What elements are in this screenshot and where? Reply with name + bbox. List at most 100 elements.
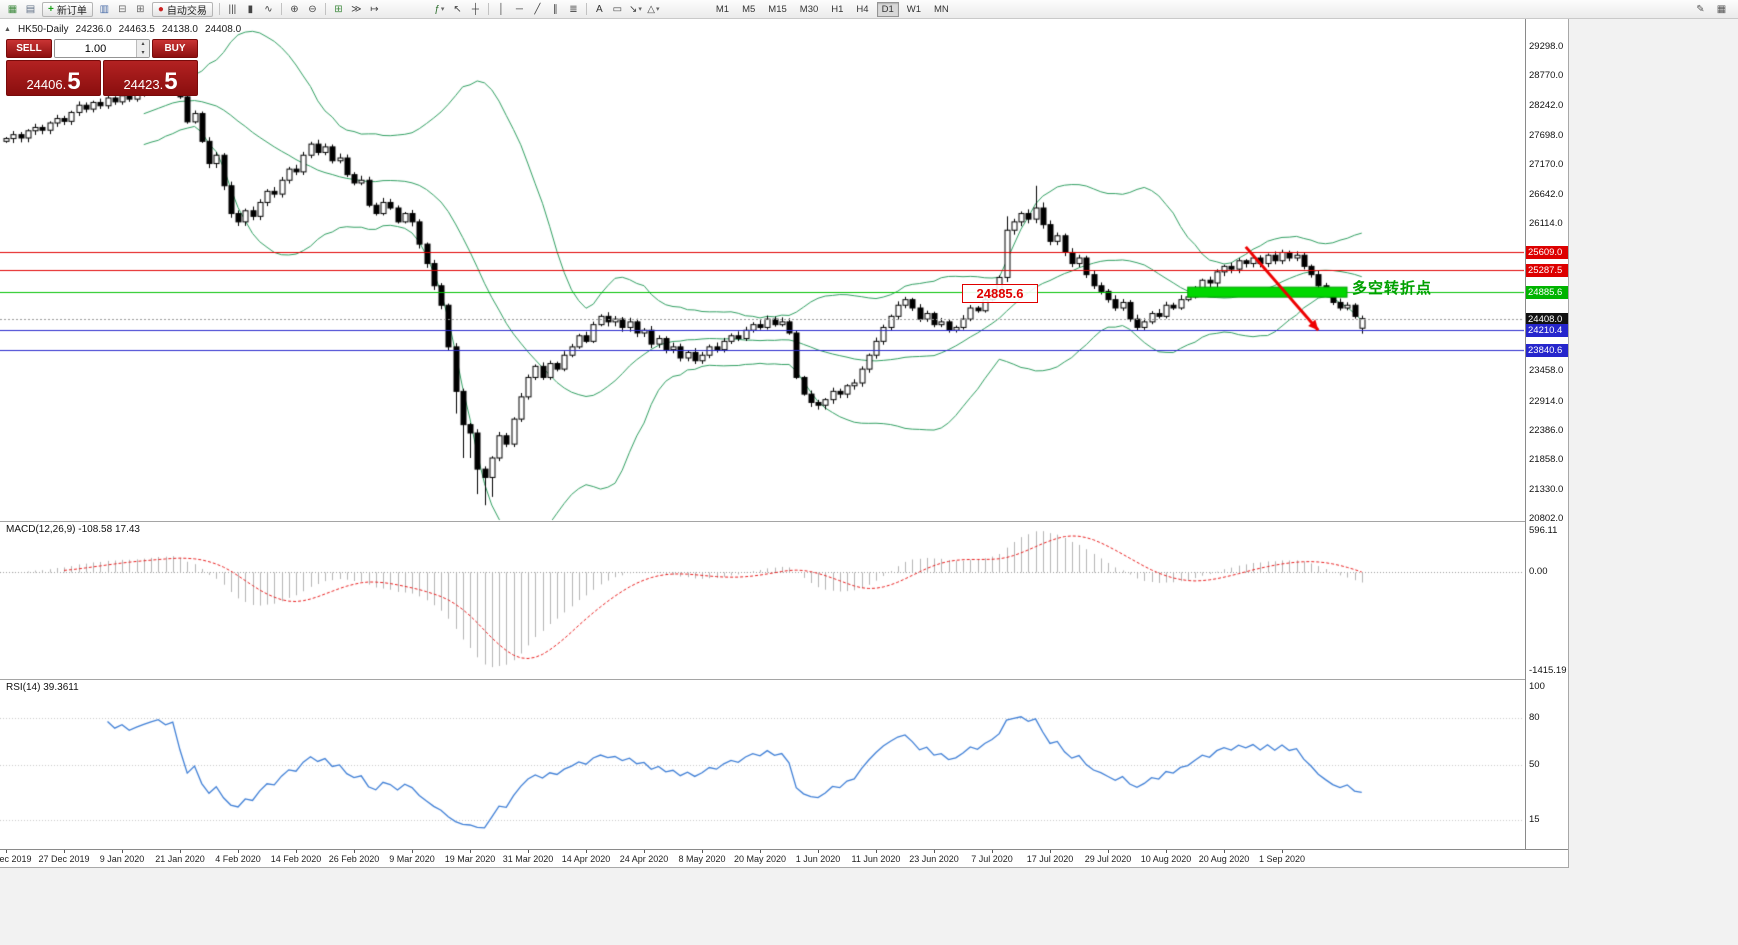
timeframe-m5[interactable]: M5: [742, 3, 756, 15]
date-label: 20 Aug 2020: [1198, 854, 1250, 864]
date-label: 1 Sep 2020: [1258, 854, 1306, 864]
toolbar-separator: [218, 3, 220, 15]
volume-increase-button[interactable]: ▴: [137, 40, 149, 49]
draw-icon[interactable]: ✎: [1696, 3, 1705, 15]
cursor-icon[interactable]: ↖: [453, 3, 462, 15]
volume-decrease-button[interactable]: ▾: [137, 48, 149, 57]
rsi-scale-label: 50: [1529, 759, 1540, 770]
time-axis-tick: [818, 850, 819, 853]
buy-price-panel[interactable]: 24423. 5: [103, 60, 198, 96]
timeframe-d1[interactable]: D1: [876, 1, 899, 17]
date-label: 1 Jun 2020: [795, 854, 841, 864]
pane-separator-rsi[interactable]: [0, 679, 1568, 680]
date-label: 19 Mar 2020: [444, 854, 496, 864]
rsi-value: 39.3611: [43, 682, 79, 693]
price-scale-label: 27170.0: [1529, 159, 1564, 171]
date-label: 13 Dec 2019: [0, 854, 32, 864]
time-axis-tick: [64, 850, 65, 853]
bar-close-value: 24408.0: [204, 24, 242, 35]
timeframe-m15[interactable]: M15: [768, 3, 787, 15]
volume-control: ▴ ▾: [54, 39, 150, 58]
timeframe-m30[interactable]: M30: [799, 3, 819, 15]
text-icon[interactable]: A: [596, 3, 603, 15]
buy-button[interactable]: BUY: [152, 39, 198, 58]
bar-low-value: 24138.0: [161, 24, 198, 35]
date-label: 9 Mar 2020: [389, 854, 435, 864]
shapes-icon[interactable]: △ ▾: [647, 3, 660, 15]
dropdown-caret-icon: ▾: [638, 6, 642, 13]
chart-profiles-icon[interactable]: ▤: [25, 3, 36, 15]
timeframe-m1[interactable]: M1: [715, 3, 730, 15]
sell-price: 24406.: [26, 77, 67, 92]
price-level-tag: 24408.0: [1526, 313, 1568, 326]
tile-windows-icon[interactable]: ⊞: [334, 3, 343, 15]
time-axis-tick: [238, 850, 239, 853]
new-order-button-label: 新订单: [56, 5, 87, 17]
auto-scroll-icon[interactable]: ≫: [351, 3, 362, 15]
date-label: 9 Jan 2020: [99, 854, 145, 864]
timeframe-mn[interactable]: MN: [933, 3, 949, 15]
symbol-info-row: ▲ HK50-Daily 24236.0 24463.5 24138.0 244…: [4, 24, 241, 35]
date-label: 23 Jun 2020: [909, 854, 959, 864]
vertical-line-icon[interactable]: │: [498, 3, 505, 15]
time-axis-tick: [354, 850, 355, 853]
crosshair-icon[interactable]: ┼: [471, 3, 479, 15]
text-label-icon[interactable]: ▭: [612, 3, 623, 15]
new-chart-icon[interactable]: ▦: [7, 3, 18, 15]
autotrade-button[interactable]: ● 自动交易: [151, 1, 213, 17]
date-label: 4 Feb 2020: [215, 854, 261, 864]
time-axis-tick: [296, 850, 297, 853]
toolbar-separator: [487, 3, 489, 15]
chart-canvas[interactable]: [0, 19, 1524, 867]
timeframe-h1[interactable]: H1: [831, 3, 844, 15]
rsi-scale-label: 15: [1529, 813, 1540, 825]
price-scale-label: 22386.0: [1529, 425, 1564, 436]
volume-input[interactable]: [55, 40, 136, 57]
buy-price: 24423.: [123, 77, 164, 92]
price-scale-label: 29298.0: [1529, 41, 1564, 52]
trendline-icon[interactable]: ╱: [534, 3, 541, 15]
new-order-button[interactable]: + 新订单: [42, 1, 93, 17]
timeframe-h4[interactable]: H4: [856, 3, 869, 15]
price-scale-label: 21858.0: [1529, 454, 1564, 466]
price-callout[interactable]: 24885.6: [962, 284, 1038, 303]
timeframe-w1[interactable]: W1: [906, 3, 921, 15]
channel-icon[interactable]: ∥: [552, 3, 558, 15]
dropdown-caret-icon: ▾: [655, 6, 660, 13]
time-axis-tick: [470, 850, 471, 853]
zoom-in-icon[interactable]: ⊕: [290, 3, 299, 15]
zoom-out-icon[interactable]: ⊖: [308, 3, 317, 15]
chart-shift-icon[interactable]: ↦: [370, 3, 379, 15]
date-label: 20 May 2020: [733, 854, 787, 864]
fibonacci-icon[interactable]: ≣: [569, 3, 578, 15]
oneclick-collapse-icon[interactable]: ▲: [4, 26, 11, 33]
price-scale-label: 27698.0: [1529, 129, 1564, 141]
date-label: 14 Apr 2020: [561, 854, 611, 864]
sell-button[interactable]: SELL: [6, 39, 52, 58]
layout-icon[interactable]: ▦: [1716, 3, 1727, 15]
bar-open-value: 24236.0: [75, 24, 112, 35]
line-chart-icon[interactable]: ∿: [264, 3, 273, 15]
date-label: 24 Apr 2020: [619, 854, 669, 864]
time-axis-tick: [702, 850, 703, 853]
horizontal-line-icon[interactable]: ─: [515, 3, 523, 15]
rsi-name: RSI(14): [6, 682, 41, 693]
date-label: 8 May 2020: [678, 854, 726, 864]
volume-spinner: ▴ ▾: [136, 40, 149, 57]
bar-chart-icon[interactable]: |||: [228, 3, 237, 15]
market-watch-icon[interactable]: ▥: [99, 3, 110, 15]
rsi-scale-label: 80: [1529, 712, 1540, 724]
pane-separator-macd[interactable]: [0, 521, 1568, 522]
turning-point-label[interactable]: 多空转折点: [1352, 280, 1433, 297]
bar-high-value: 24463.5: [118, 24, 155, 35]
sell-price-panel[interactable]: 24406. 5: [6, 60, 101, 96]
new-order-button-glyph: +: [48, 3, 54, 15]
indicators-icon[interactable]: ƒ ▾: [434, 3, 445, 15]
data-window-icon[interactable]: ⊟: [118, 3, 127, 15]
arrows-icon[interactable]: ↘ ▾: [628, 3, 642, 15]
navigator-icon[interactable]: ⊞: [136, 3, 145, 15]
date-label: 10 Aug 2020: [1140, 854, 1192, 864]
time-axis-tick: [6, 850, 7, 853]
candlestick-chart-icon[interactable]: ▮: [247, 3, 254, 15]
